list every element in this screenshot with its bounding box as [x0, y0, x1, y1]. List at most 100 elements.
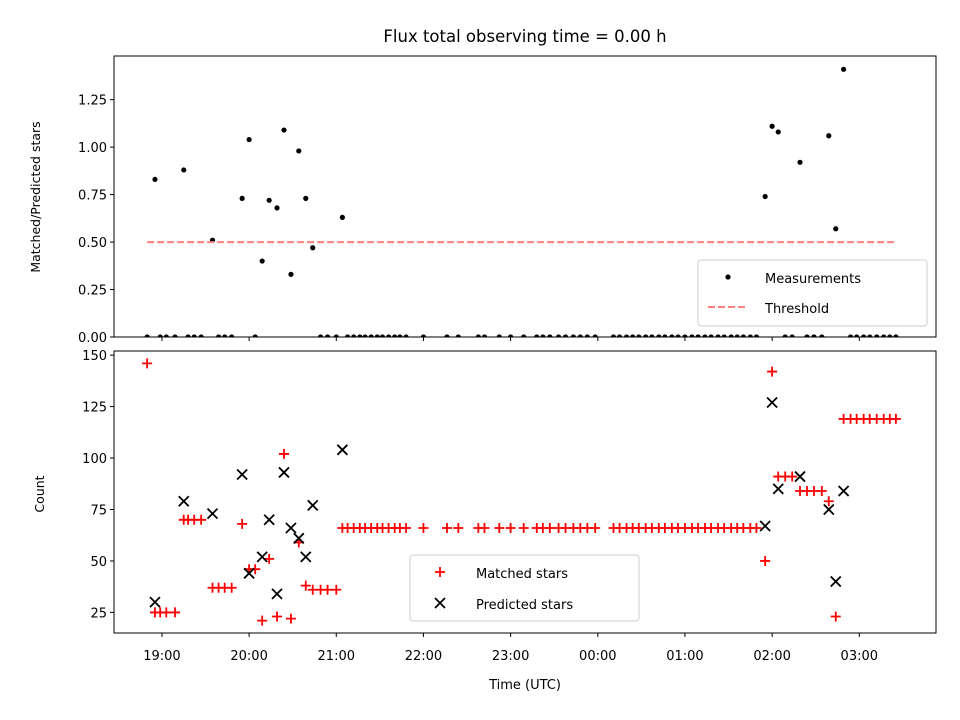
matched-stars-point: [272, 611, 283, 622]
measurement-point: [854, 334, 860, 337]
y-tick-label: 0.00: [78, 331, 107, 346]
matched-stars-point: [401, 523, 412, 534]
x-tick-label: 21:00: [318, 649, 355, 664]
measurement-point: [181, 167, 187, 173]
measurement-point: [715, 334, 721, 337]
matched-stars-point: [505, 523, 516, 534]
x-tick-label: 23:00: [492, 649, 529, 664]
measurement-point: [841, 66, 847, 72]
measurement-point: [385, 334, 392, 337]
matched-stars-point: [170, 607, 181, 618]
bottom-panel-x-axis-label: Time (UTC): [488, 678, 561, 693]
predicted-stars-point: [307, 499, 319, 512]
measurement-point: [475, 334, 481, 337]
y-tick-label: 0.25: [78, 284, 107, 299]
x-tick-label: 22:00: [405, 649, 442, 664]
measurement-point: [144, 334, 150, 337]
measurement-point: [881, 334, 887, 337]
measurement-point: [362, 334, 368, 337]
x-tick-label: 19:00: [143, 649, 180, 664]
measurement-point: [782, 334, 788, 337]
top-panel-y-axis-label: Matched/Predicted stars: [28, 121, 43, 272]
predicted-stars-point: [149, 596, 161, 608]
measurement-point: [721, 334, 727, 337]
matched-stars-point: [278, 448, 289, 459]
y-tick-label: 0.50: [78, 236, 107, 251]
matched-stars-point: [142, 358, 153, 369]
y-tick-label: 150: [82, 349, 107, 364]
series-predicted-stars: [149, 396, 850, 608]
predicted-stars-point: [278, 466, 290, 479]
measurement-point: [392, 334, 398, 337]
measurement-point: [303, 195, 309, 201]
matched-stars-point: [760, 555, 771, 566]
y-tick-label: 75: [90, 503, 107, 518]
legend-matched-marker: [435, 567, 445, 577]
matched-stars-point: [331, 584, 342, 595]
matched-stars-point: [257, 615, 268, 626]
x-tick-label: 01:00: [666, 649, 703, 664]
predicted-stars-point: [794, 470, 806, 483]
measurement-point: [675, 334, 681, 337]
measurement-point: [216, 334, 222, 337]
top-legend: Measurements Threshold: [697, 259, 928, 327]
measurement-point: [893, 334, 899, 337]
x-tick-label: 20:00: [230, 649, 267, 664]
measurement-point: [623, 334, 630, 337]
matched-stars-point: [751, 523, 762, 534]
predicted-stars-point: [766, 396, 778, 409]
measurement-point: [455, 334, 461, 337]
legend-measurements-label: Measurements: [765, 272, 861, 287]
matched-stars-point: [441, 523, 452, 534]
measurement-point: [762, 193, 768, 200]
measurement-point: [643, 334, 649, 337]
legend-predicted-label: Predicted stars: [476, 598, 573, 613]
y-tick-label: 100: [82, 452, 107, 467]
measurement-point: [259, 258, 265, 264]
predicted-stars-point: [336, 444, 349, 456]
matched-stars-point: [590, 523, 601, 534]
x-tick-label: 00:00: [579, 649, 616, 664]
measurement-point: [656, 334, 662, 337]
bottom-legend-box: [409, 554, 640, 622]
matched-stars-point: [250, 564, 261, 575]
measurement-point: [887, 334, 893, 337]
bottom-axes-frame: [113, 350, 937, 634]
measurement-point: [324, 334, 331, 337]
matched-stars-point: [494, 523, 505, 534]
measurement-point: [789, 334, 795, 337]
measurement-point: [570, 334, 576, 337]
measurement-point: [867, 334, 873, 337]
matched-stars-point: [161, 607, 172, 618]
measurement-point: [775, 129, 781, 135]
matched-stars-point: [453, 523, 464, 534]
matched-stars-point: [816, 485, 827, 496]
matched-stars-point: [237, 518, 248, 529]
measurement-point: [521, 334, 527, 337]
matched-stars-point: [196, 514, 207, 525]
measurement-point: [592, 334, 598, 337]
matched-stars-point: [322, 584, 333, 595]
y-tick-label: 1.25: [78, 94, 107, 109]
predicted-stars-point: [830, 575, 842, 588]
legend-predicted-marker: [434, 597, 446, 609]
measurement-point: [636, 334, 642, 337]
predicted-stars-point: [243, 567, 255, 579]
predicted-stars-point: [300, 551, 312, 563]
measurement-point: [339, 214, 345, 220]
measurement-point: [747, 334, 753, 337]
measurement-point: [669, 334, 675, 337]
top-plot-area: 0.00 0.25 0.50 0.75 1.00 1.25: [78, 66, 899, 346]
measurement-point: [547, 334, 553, 337]
measurement-point: [753, 334, 760, 337]
y-tick-label: 1.00: [78, 141, 107, 156]
measurement-point: [185, 334, 191, 337]
measurement-point: [649, 334, 655, 337]
matched-stars-point: [226, 582, 237, 593]
measurement-point: [708, 334, 714, 337]
measurement-point: [266, 197, 272, 203]
matched-stars-point: [830, 611, 841, 622]
measurement-point: [157, 334, 163, 337]
measurement-point: [310, 245, 316, 251]
